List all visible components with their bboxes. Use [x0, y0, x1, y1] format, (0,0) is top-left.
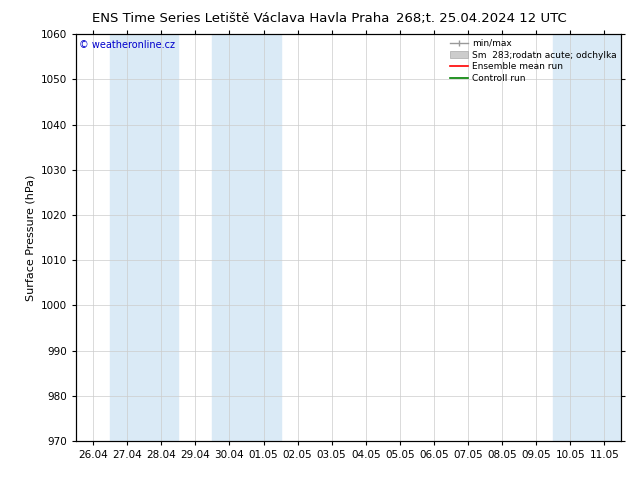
- Y-axis label: Surface Pressure (hPa): Surface Pressure (hPa): [25, 174, 36, 301]
- Text: ENS Time Series Letiště Václava Havla Praha: ENS Time Series Letiště Václava Havla Pr…: [92, 12, 390, 25]
- Bar: [212, 34, 280, 441]
- Legend: min/max, Sm  283;rodatn acute; odchylka, Ensemble mean run, Controll run: min/max, Sm 283;rodatn acute; odchylka, …: [450, 39, 617, 83]
- Text: 268;t. 25.04.2024 12 UTC: 268;t. 25.04.2024 12 UTC: [396, 12, 567, 25]
- Text: © weatheronline.cz: © weatheronline.cz: [79, 40, 175, 50]
- Bar: [553, 34, 621, 441]
- Bar: [110, 34, 178, 441]
